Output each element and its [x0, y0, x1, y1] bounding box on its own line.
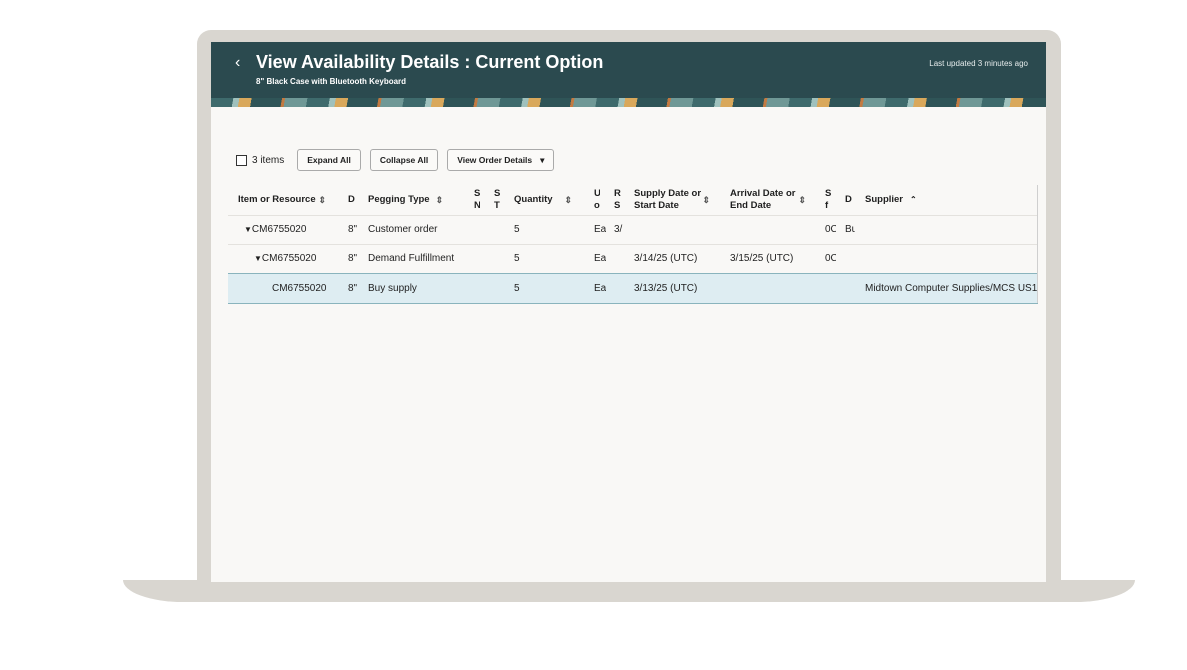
collapse-caret-icon: ▼	[244, 225, 252, 234]
cell-pegging: Demand Fulfillment	[368, 253, 455, 264]
cell-supply-date: 3/14/25 (UTC)	[634, 253, 698, 264]
sort-icon: ⇕	[702, 195, 710, 205]
col-uom[interactable]: U o	[594, 188, 600, 211]
page-title: View Availability Details : Current Opti…	[256, 52, 604, 72]
cell-d: 8"	[348, 224, 358, 235]
cell-item: CM6755020	[261, 253, 317, 264]
col-sn[interactable]: S N	[474, 188, 480, 211]
col-supplier[interactable]: Supplier ⌃	[865, 194, 917, 205]
last-updated: Last updated 3 minutes ago	[929, 59, 1028, 68]
expand-all-button[interactable]: Expand All	[297, 149, 361, 171]
cell-d2: Bu	[845, 224, 855, 235]
caret-down-icon: ▾	[540, 154, 545, 165]
cell-item: CM6755020	[272, 283, 327, 294]
toolbar: 3 items Expand All Collapse All View Ord…	[236, 149, 555, 171]
cell-rs: 3/	[614, 224, 623, 235]
cell-supply-date: 3/13/25 (UTC)	[634, 283, 698, 294]
col-pegging-type[interactable]: Pegging Type ⇕	[368, 185, 456, 215]
col-supply-date[interactable]: Supply Date or Start Date ⇕	[634, 185, 714, 215]
cell-pegging: Buy supply	[368, 283, 417, 294]
collapse-caret-icon: ▼	[254, 254, 262, 263]
cell-qty: 5	[514, 283, 520, 294]
sort-icon: ⇕	[435, 195, 444, 205]
cell-sf: 0C	[825, 224, 836, 235]
sort-icon: ⇕	[798, 195, 806, 205]
cell-uom: Ea	[594, 283, 606, 294]
table-row[interactable]: ▼ CM6755020 8" Demand Fulfillment 5 Ea 3/…	[228, 244, 1038, 274]
cell-sf: 0C	[825, 253, 836, 264]
cell-item: CM6755020	[251, 224, 307, 235]
col-st[interactable]: S T	[494, 188, 500, 211]
collapse-all-button[interactable]: Collapse All	[369, 149, 439, 171]
screen: ‹ View Availability Details : Current Op…	[211, 42, 1046, 582]
cell-qty: 5	[514, 224, 520, 235]
sort-ascending-icon: ⌃	[910, 195, 917, 204]
cell-qty: 5	[514, 253, 520, 264]
col-item[interactable]: Item or Resource ⇕	[238, 185, 330, 215]
table-scroll-edge	[1037, 185, 1038, 303]
table-row-selected[interactable]: CM6755020 8" Buy supply 5 Ea 3/13/25 (UT…	[228, 273, 1038, 304]
cell-supplier: Midtown Computer Supplies/MCS US1	[865, 283, 1038, 294]
col-arrival-date[interactable]: Arrival Date or End Date ⇕	[730, 185, 810, 215]
back-chevron-left-icon[interactable]: ‹	[235, 54, 241, 71]
col-d2[interactable]: D	[845, 194, 852, 205]
laptop-base	[123, 580, 1135, 602]
page-subtitle: 8" Black Case with Bluetooth Keyboard	[256, 77, 407, 86]
cell-arrival-date: 3/15/25 (UTC)	[730, 253, 794, 264]
cell-d: 8"	[348, 283, 358, 294]
header-pattern	[211, 98, 1046, 107]
checkbox-icon[interactable]	[236, 154, 247, 166]
col-rs[interactable]: R S	[614, 188, 621, 211]
item-count: 3 items	[252, 154, 285, 166]
sort-icon: ⇕	[564, 195, 572, 205]
col-quantity[interactable]: Quantity ⇕	[514, 185, 576, 215]
table-row[interactable]: ▼ CM6755020 8" Customer order 5 Ea 3/ 0C …	[228, 215, 1038, 245]
sort-icon: ⇕	[318, 195, 326, 205]
select-all-checkbox[interactable]: 3 items	[236, 154, 285, 166]
col-d[interactable]: D	[348, 194, 355, 205]
view-order-details-button[interactable]: View Order Details ▾	[447, 149, 555, 171]
table-header: Item or Resource ⇕ D Pegging Type ⇕ S N S …	[228, 185, 1038, 216]
cell-uom: Ea	[594, 253, 606, 264]
cell-d: 8"	[348, 253, 358, 264]
cell-uom: Ea	[594, 224, 606, 235]
cell-pegging: Customer order	[368, 224, 438, 235]
page-header: ‹ View Availability Details : Current Op…	[211, 42, 1046, 107]
view-order-details-label: View Order Details	[457, 155, 533, 165]
col-sf[interactable]: S f	[825, 188, 831, 211]
